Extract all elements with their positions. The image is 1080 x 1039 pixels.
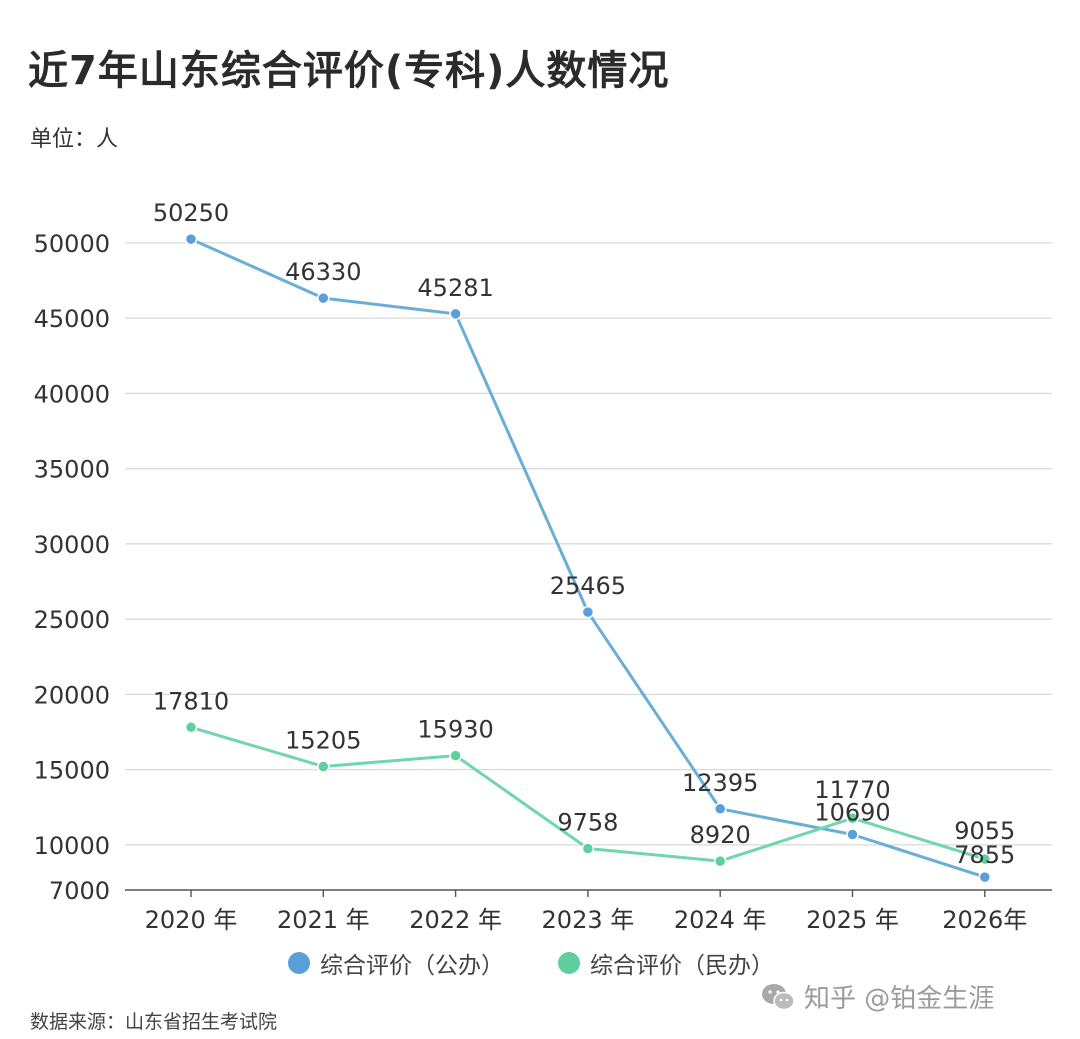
data-point-public	[978, 870, 992, 884]
watermark: 知乎 @铂金生涯	[760, 978, 994, 1015]
data-point-private	[184, 721, 198, 734]
data-label-public: 10690	[814, 798, 890, 826]
x-tick-label: 2023 年	[542, 906, 635, 934]
data-point-private	[846, 811, 859, 825]
data-label-private: 17810	[153, 687, 229, 715]
watermark-text: 知乎 @铂金生涯	[804, 984, 995, 1014]
x-tick-label: 2024 年	[674, 906, 767, 934]
data-label-public: 12395	[682, 769, 758, 797]
data-point-private	[449, 749, 462, 762]
data-point-public	[449, 307, 462, 321]
legend-label-public: 综合评价（公办）	[320, 953, 504, 979]
data-point-public	[581, 605, 595, 619]
x-tick-label: 2020 年	[145, 906, 238, 934]
data-point-public	[713, 802, 727, 816]
data-label-private: 15205	[285, 727, 361, 755]
legend-item-public[interactable]: 综合评价（公办）	[288, 946, 504, 980]
unit-label: 单位：人	[30, 127, 119, 152]
data-point-private	[317, 760, 330, 773]
data-label-public: 7855	[954, 841, 1015, 869]
y-tick-label: 10000	[34, 832, 110, 860]
x-axis-ticks: 2020 年 2021 年 2022 年 2023 年 2024 年 2025 年 2026…	[145, 890, 1027, 934]
data-point-private	[713, 854, 727, 868]
x-tick-label: 2025 年	[806, 906, 899, 934]
data-source: 数据来源：山东省招生考试院	[30, 1011, 278, 1033]
legend-marker-private	[558, 952, 580, 974]
data-label-private: 9055	[954, 817, 1015, 845]
data-label-public: 46330	[285, 258, 361, 286]
legend: 综合评价（公办） 综合评价（民办）	[0, 946, 1080, 982]
y-tick-label: 30000	[34, 531, 110, 559]
data-point-public	[317, 291, 330, 305]
data-point-public	[846, 828, 859, 841]
data-labels: 50250 46330 45281 25465 12395 10690 7855 17810 1…	[153, 199, 1016, 869]
y-axis-ticks: 7000 10000 15000 20000 25000 30000 35000 40000 4…	[34, 230, 110, 905]
y-tick-label: 20000	[34, 681, 110, 709]
y-tick-label: 7000	[49, 877, 110, 905]
y-tick-label: 50000	[34, 230, 110, 258]
series-points	[184, 232, 992, 884]
y-tick-label: 15000	[34, 757, 110, 785]
data-point-public	[184, 232, 198, 246]
x-tick-label: 2021 年	[277, 906, 370, 934]
y-tick-label: 40000	[34, 380, 110, 408]
data-label-private: 15930	[417, 716, 493, 744]
legend-item-private[interactable]: 综合评价（民办）	[558, 946, 774, 980]
chart-title: 近7年山东综合评价(专科)人数情况	[28, 48, 670, 94]
y-tick-label: 35000	[34, 456, 110, 484]
y-tick-label: 45000	[34, 305, 110, 333]
data-label-public: 45281	[417, 274, 493, 302]
data-label-private: 11770	[814, 776, 890, 804]
data-label-private: 8920	[690, 821, 751, 849]
data-label-public: 25465	[550, 572, 626, 600]
x-tick-label: 2026年	[942, 906, 1027, 934]
x-tick-label: 2022 年	[409, 906, 502, 934]
data-point-private	[581, 842, 595, 855]
legend-label-private: 综合评价（民办）	[590, 953, 774, 979]
y-tick-label: 25000	[34, 606, 110, 634]
wechat-icon	[762, 983, 795, 1010]
grid-lines	[125, 242, 1052, 891]
data-point-private	[978, 852, 992, 866]
legend-marker-public	[288, 952, 310, 974]
data-label-private: 9758	[557, 808, 618, 836]
data-label-public: 50250	[153, 199, 229, 227]
